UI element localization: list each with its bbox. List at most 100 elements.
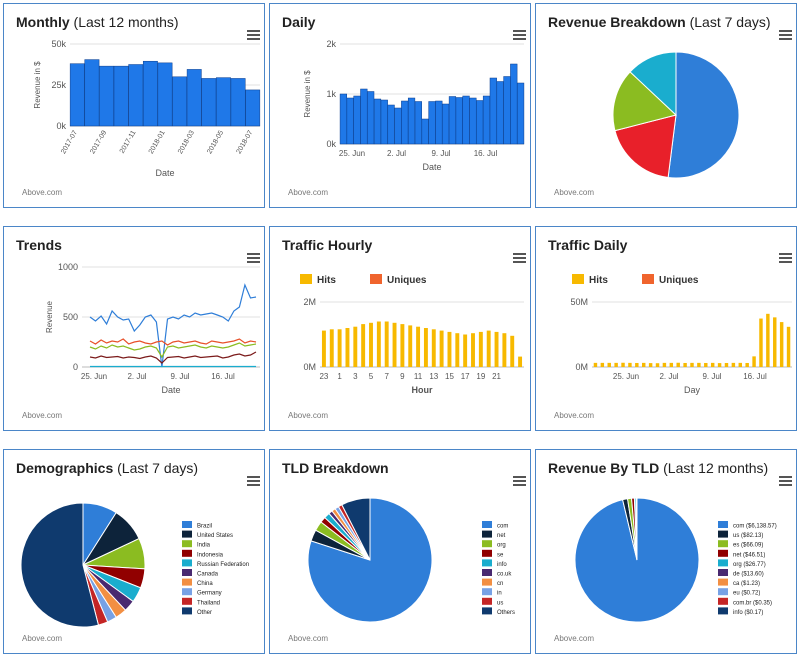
credit-text[interactable]: Above.com: [554, 188, 595, 197]
credit-text[interactable]: Above.com: [22, 411, 63, 420]
bar: [786, 326, 791, 367]
x-tick-label: 2017-11: [119, 129, 138, 154]
legend-swatch: [482, 588, 492, 596]
pie-slice: [614, 114, 677, 179]
y-tick-label: 500: [63, 312, 78, 322]
panel-title-main: Demographics: [16, 460, 114, 476]
hamburger-menu-icon[interactable]: [247, 253, 260, 265]
panel-title-main: Revenue Breakdown: [548, 14, 686, 30]
bar: [471, 333, 475, 367]
x-axis-label: Day: [684, 385, 701, 395]
hamburger-menu-icon[interactable]: [513, 476, 526, 488]
x-axis-label: Hour: [412, 385, 433, 395]
credit-text[interactable]: Above.com: [22, 634, 63, 643]
series-line: [89, 283, 257, 368]
bar: [423, 328, 428, 367]
credit-text[interactable]: Above.com: [554, 634, 595, 643]
hamburger-menu-icon[interactable]: [247, 30, 260, 42]
bar: [394, 107, 402, 145]
bar: [448, 96, 457, 145]
credit-text[interactable]: Above.com: [22, 188, 63, 197]
x-tick-label: 2018-05: [206, 129, 225, 155]
bar: [401, 100, 409, 145]
x-tick-label: 2018-07: [236, 129, 255, 155]
hamburger-menu-icon[interactable]: [247, 476, 260, 488]
panel-tld-breakdown: TLD Breakdown com net org se info co.uk cn in us…: [269, 449, 531, 654]
legend-swatch: [182, 540, 192, 548]
legend-swatch: [182, 549, 192, 557]
bar: [517, 82, 525, 145]
y-tick-label: 0M: [303, 362, 316, 372]
legend-swatch: [182, 521, 192, 528]
legend-label: Hits: [589, 275, 608, 286]
x-tick-label: 15: [445, 372, 454, 381]
panel-title-main: Traffic Daily: [548, 237, 628, 253]
bar: [494, 331, 499, 367]
panel-title-main: Revenue By TLD: [548, 460, 660, 476]
bar: [621, 362, 625, 367]
legend-label: ca ($1.23): [733, 581, 760, 587]
legend-swatch: [718, 549, 728, 557]
legend-label: com: [497, 524, 508, 530]
bar: [455, 333, 460, 367]
y-tick-label: 0: [73, 362, 78, 372]
legend-label: es ($66.09): [733, 543, 763, 549]
bar: [414, 101, 422, 145]
panel-title-main: Monthly: [16, 14, 70, 30]
bar: [113, 65, 129, 127]
bar: [773, 317, 777, 367]
bar: [724, 362, 729, 367]
x-tick-label: 11: [414, 372, 423, 381]
bar: [387, 104, 395, 145]
panel-title: Traffic Hourly: [282, 237, 372, 253]
bar: [360, 88, 368, 145]
credit-text[interactable]: Above.com: [554, 411, 595, 420]
panel-daily: Daily 0k 1k 2k Revenue in $ 25. Jun 2. Jul 9. …: [269, 3, 531, 208]
pie-slice: [341, 497, 371, 561]
legend-swatch: [482, 549, 492, 557]
legend-swatch: [182, 588, 192, 596]
x-tick-label: 9: [400, 372, 405, 381]
bar: [669, 362, 674, 367]
x-tick-label: 5: [369, 372, 374, 381]
y-axis-label: Revenue in $: [33, 61, 42, 109]
bar: [496, 81, 504, 145]
bar: [245, 89, 261, 127]
hamburger-menu-icon[interactable]: [779, 476, 792, 488]
hamburger-menu-icon[interactable]: [513, 30, 526, 42]
legend-label: com ($6,138.57): [733, 524, 777, 530]
panel-subtitle: (Last 12 months): [663, 460, 769, 476]
legend-swatch: [718, 597, 728, 605]
credit-text[interactable]: Above.com: [288, 634, 329, 643]
bar: [361, 324, 366, 367]
legend-swatch: [182, 559, 192, 567]
bar: [752, 356, 756, 367]
bar: [353, 326, 358, 367]
hamburger-menu-icon[interactable]: [779, 253, 792, 265]
x-tick-label: 2. Jul: [659, 372, 678, 381]
credit-text[interactable]: Above.com: [288, 411, 329, 420]
bar: [478, 331, 483, 367]
legend-label: cn: [497, 581, 503, 587]
legend-swatch: [718, 521, 728, 528]
panel-title-main: TLD Breakdown: [282, 460, 389, 476]
legend-swatch: [718, 569, 728, 576]
legend-label: info: [497, 562, 507, 568]
legend-swatch: [642, 274, 654, 284]
y-tick-label: 50M: [570, 297, 588, 307]
x-tick-label: 9. Jul: [170, 372, 189, 381]
legend-swatch: [482, 521, 492, 528]
legend-label: us: [497, 600, 503, 606]
credit-text[interactable]: Above.com: [288, 188, 329, 197]
chart-revenue-breakdown: [612, 51, 740, 179]
hamburger-menu-icon[interactable]: [779, 30, 792, 42]
x-tick-label: 25. Jun: [613, 372, 639, 381]
pie-slice: [667, 51, 740, 179]
legend-swatch: [718, 530, 728, 538]
x-tick-label: 16. Jul: [743, 372, 767, 381]
x-tick-label: 3: [353, 372, 358, 381]
bar: [510, 335, 515, 367]
hamburger-menu-icon[interactable]: [513, 253, 526, 265]
y-tick-label: 25k: [51, 80, 66, 90]
bar: [142, 60, 158, 127]
